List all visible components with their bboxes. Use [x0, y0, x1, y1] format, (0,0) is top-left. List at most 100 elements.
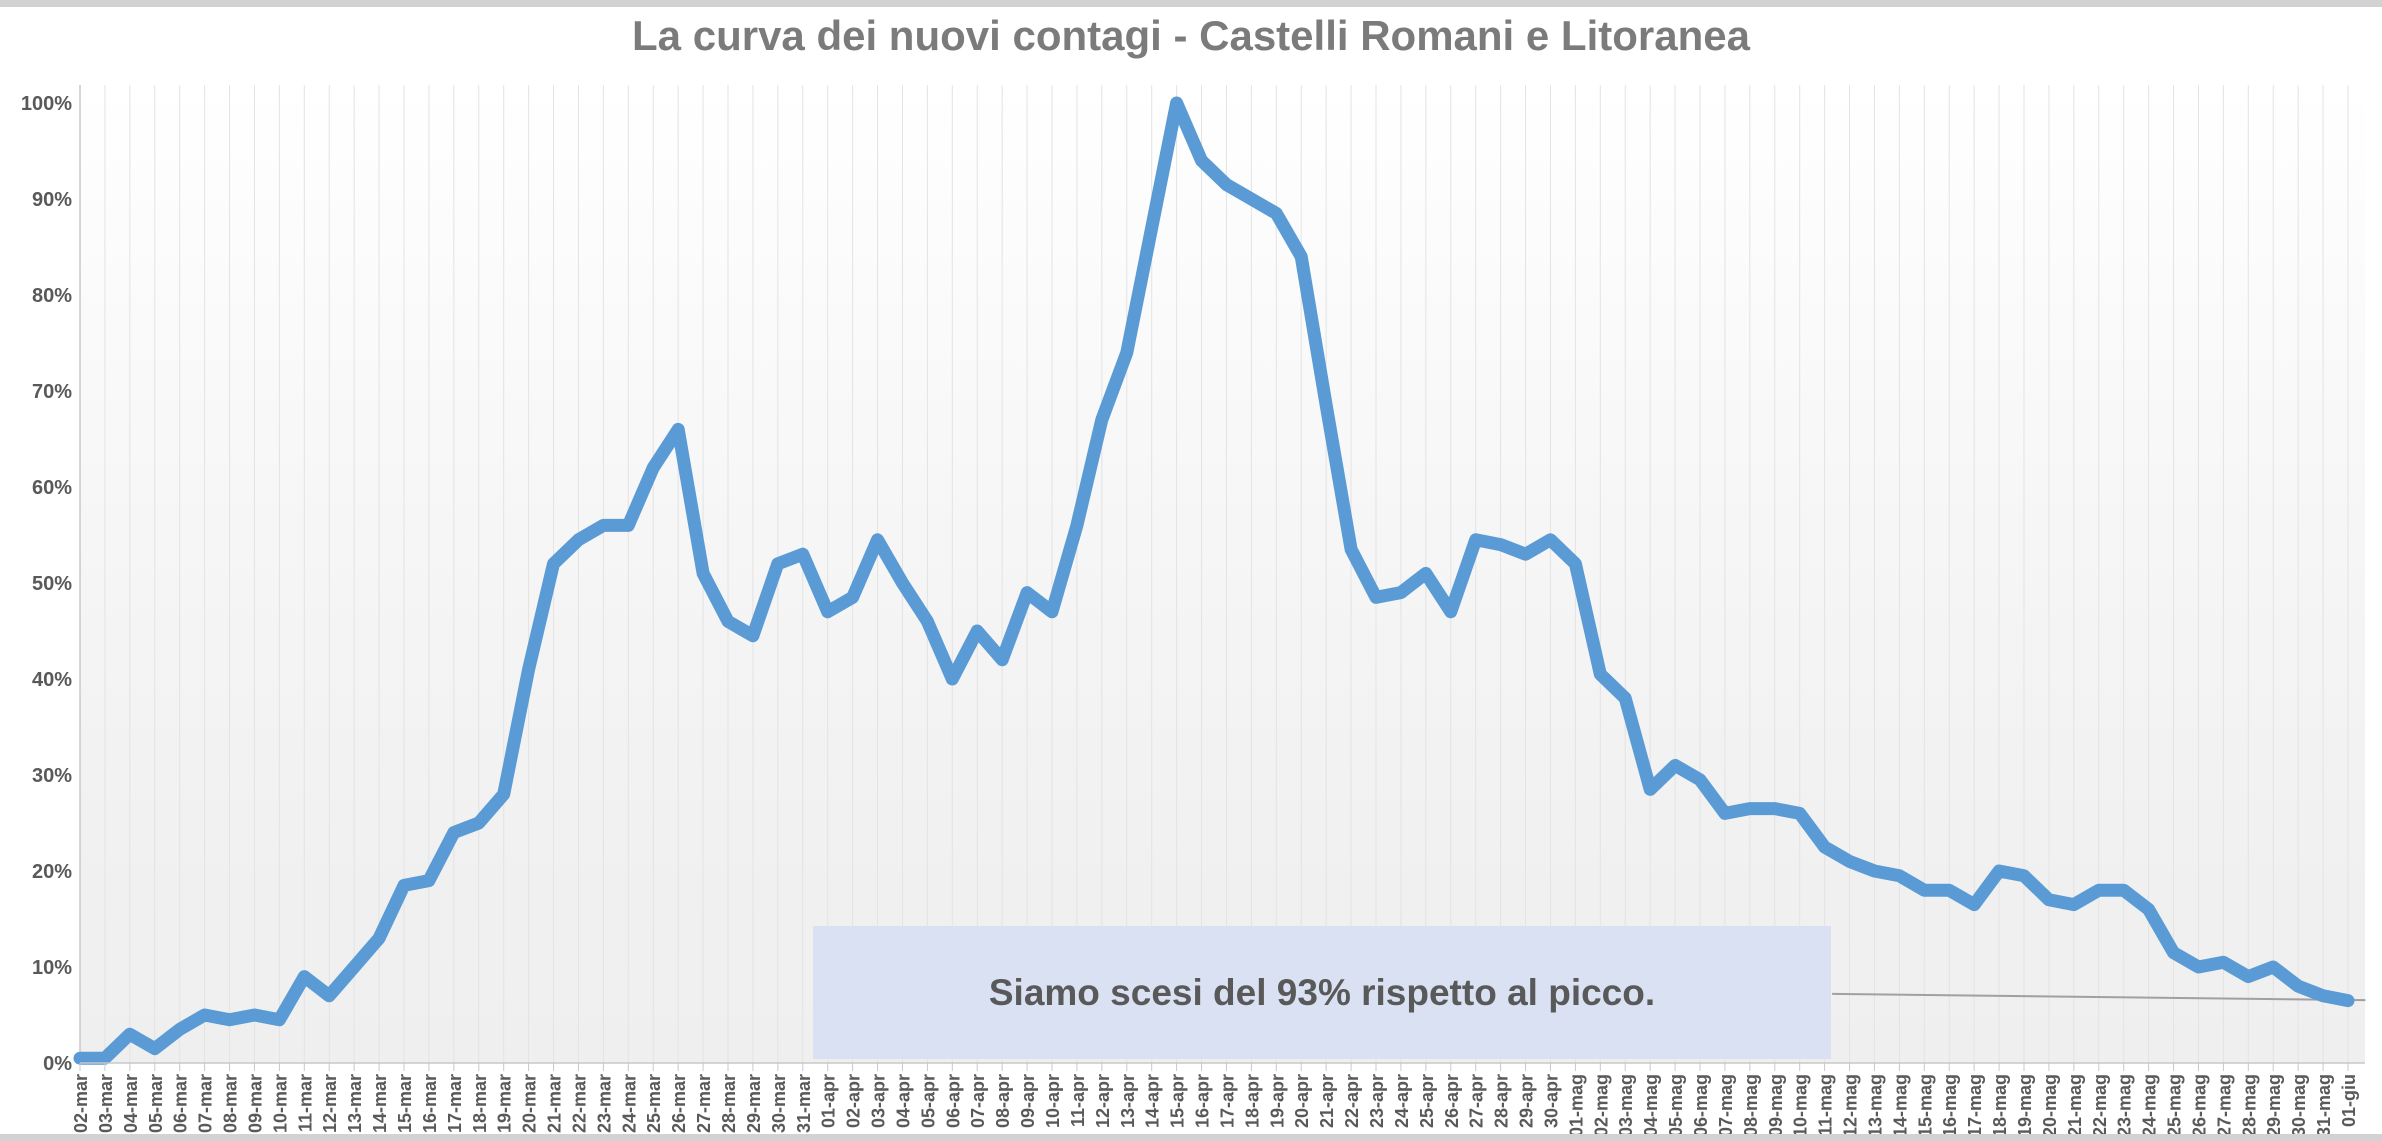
x-axis-label: 28-mar — [719, 1074, 739, 1133]
x-axis-label: 24-mar — [619, 1074, 639, 1133]
y-axis-label: 30% — [32, 765, 72, 787]
x-axis-label: 13-mag — [1865, 1074, 1885, 1137]
x-axis-label: 14-mar — [370, 1074, 390, 1133]
x-axis-label: 19-apr — [1267, 1074, 1287, 1128]
x-axis-label: 03-mag — [1616, 1074, 1636, 1137]
x-axis-label: 07-mar — [196, 1074, 216, 1133]
x-axis-label: 30-mag — [2289, 1074, 2309, 1137]
y-axis-label: 20% — [32, 861, 72, 883]
x-axis-label: 18-mag — [1990, 1074, 2010, 1137]
x-axis-label: 23-mar — [594, 1074, 614, 1133]
x-axis-label: 07-mag — [1716, 1074, 1736, 1137]
x-axis-label: 27-mag — [2214, 1074, 2234, 1137]
x-axis-label: 21-apr — [1317, 1074, 1337, 1128]
x-axis-label: 12-apr — [1093, 1074, 1113, 1128]
x-axis-label: 04-apr — [893, 1074, 913, 1128]
x-axis-label: 16-mar — [420, 1074, 440, 1133]
x-axis-label: 28-apr — [1492, 1074, 1512, 1128]
data-line — [73, 96, 2355, 1065]
x-axis-label: 08-mag — [1741, 1074, 1761, 1137]
x-axis-label: 24-apr — [1392, 1074, 1412, 1128]
x-axis-label: 17-mar — [445, 1074, 465, 1133]
x-axis-label: 31-mag — [2314, 1074, 2334, 1137]
x-axis-label: 22-mar — [569, 1074, 589, 1133]
x-axis-label: 13-mar — [345, 1074, 365, 1133]
chart-title: La curva dei nuovi contagi - Castelli Ro… — [632, 12, 1750, 59]
x-axis-label: 30-mar — [769, 1074, 789, 1133]
x-axis-label: 22-apr — [1342, 1074, 1362, 1128]
x-axis-label: 05-apr — [918, 1074, 938, 1128]
x-axis-label: 21-mag — [2065, 1074, 2085, 1137]
x-axis-label: 18-mar — [470, 1074, 490, 1133]
x-axis-label: 09-mag — [1766, 1074, 1786, 1137]
x-axis-label: 21-mar — [545, 1074, 565, 1133]
x-axis-label: 20-mar — [520, 1074, 540, 1133]
x-axis-label: 18-apr — [1242, 1074, 1262, 1128]
x-axis-label: 19-mar — [495, 1074, 515, 1133]
plot-background — [80, 85, 2365, 1063]
x-axis-label: 08-apr — [993, 1074, 1013, 1128]
window-bottom-edge — [0, 1134, 2382, 1141]
x-axis-label: 15-mag — [1915, 1074, 1935, 1137]
x-axis-label: 22-mag — [2090, 1074, 2110, 1137]
x-axis-label: 10-mar — [270, 1074, 290, 1133]
x-axis-label: 02-apr — [844, 1074, 864, 1128]
x-axis-label: 11-mar — [295, 1074, 315, 1132]
x-axis-label: 13-apr — [1118, 1074, 1138, 1128]
x-axis-label: 01-apr — [819, 1074, 839, 1128]
x-axis-label: 07-apr — [968, 1074, 988, 1128]
trendline — [1832, 992, 2366, 1002]
x-axis-label: 12-mar — [320, 1074, 340, 1133]
x-axis-label: 23-mag — [2115, 1074, 2135, 1137]
window-top-edge — [0, 0, 2382, 7]
x-axis-label: 28-mag — [2239, 1074, 2259, 1137]
y-axis-label: 60% — [32, 477, 72, 499]
x-axis-label: 26-mar — [669, 1074, 689, 1133]
x-axis-label: 25-mag — [2165, 1074, 2185, 1137]
x-axis-label: 14-mag — [1890, 1074, 1910, 1137]
x-axis-label: 16-mag — [1940, 1074, 1960, 1137]
x-axis-label: 08-mar — [221, 1074, 241, 1133]
x-axis-label: 01-giu — [2339, 1074, 2359, 1127]
x-axis-label: 25-apr — [1417, 1074, 1437, 1128]
x-axis-label: 15-mar — [395, 1074, 415, 1133]
x-axis-label: 31-mar — [794, 1074, 814, 1133]
y-axis-label: 50% — [32, 573, 72, 595]
x-axis-label: 27-apr — [1467, 1074, 1487, 1128]
x-axis-label: 02-mag — [1591, 1074, 1611, 1137]
x-axis-label: 06-mag — [1691, 1074, 1711, 1137]
y-axis-label: 80% — [32, 285, 72, 307]
x-axis-label: 17-apr — [1217, 1074, 1237, 1128]
x-axis-label: 26-apr — [1442, 1074, 1462, 1128]
x-axis-label: 20-mag — [2040, 1074, 2060, 1137]
x-axis-label: 11-mag — [1816, 1074, 1836, 1136]
x-axis-label: 23-apr — [1367, 1074, 1387, 1128]
x-axis-label: 16-apr — [1193, 1074, 1213, 1128]
x-axis-label: 20-apr — [1292, 1074, 1312, 1128]
x-axis-label: 26-mag — [2189, 1074, 2209, 1137]
x-axis-label: 29-apr — [1517, 1074, 1537, 1128]
x-axis-label: 03-mar — [96, 1074, 116, 1133]
y-axis-label: 70% — [32, 381, 72, 403]
y-axis-label: 0% — [43, 1053, 72, 1075]
y-axis-label: 90% — [32, 189, 72, 211]
x-axis-label: 29-mag — [2264, 1074, 2284, 1137]
x-axis-label: 05-mar — [146, 1074, 166, 1133]
x-axis-label: 01-mag — [1566, 1074, 1586, 1137]
x-axis-label: 06-apr — [943, 1074, 963, 1128]
annotation-text: Siamo scesi del 93% rispetto al picco. — [988, 971, 1656, 1013]
x-axis-label: 03-apr — [869, 1074, 889, 1128]
x-axis-label: 27-mar — [694, 1074, 714, 1133]
x-axis-label: 24-mag — [2140, 1074, 2160, 1137]
x-axis-label: 11-apr — [1068, 1074, 1088, 1127]
x-axis-label: 19-mag — [2015, 1074, 2035, 1137]
x-axis-label: 29-mar — [744, 1074, 764, 1133]
x-axis-label: 04-mag — [1641, 1074, 1661, 1137]
x-axis-label: 06-mar — [171, 1074, 191, 1133]
x-axis-label: 04-mar — [121, 1074, 141, 1133]
x-axis-label: 05-mag — [1666, 1074, 1686, 1137]
y-axis-label: 100% — [21, 93, 72, 115]
x-axis-label: 02-mar — [71, 1074, 91, 1133]
x-axis-label: 10-apr — [1043, 1074, 1063, 1128]
